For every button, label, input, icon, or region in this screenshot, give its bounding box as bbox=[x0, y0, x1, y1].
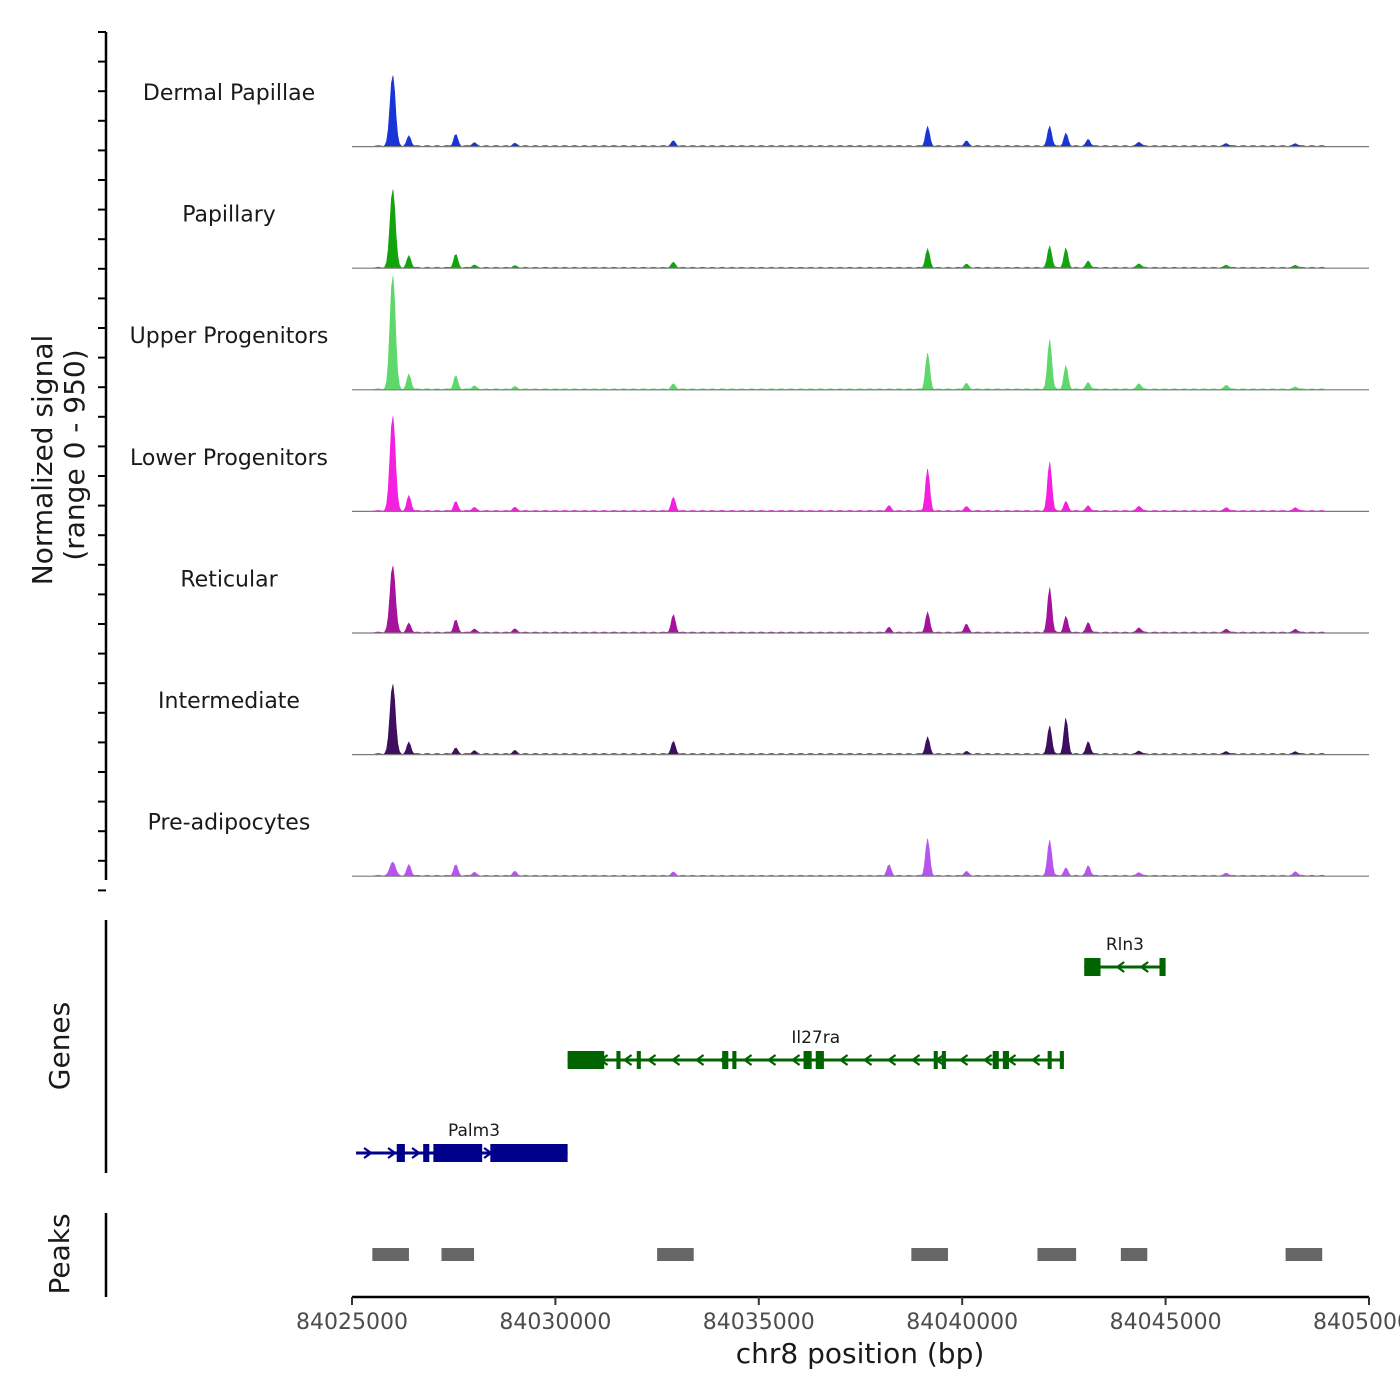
strand-arrow bbox=[411, 1147, 421, 1159]
track-papillary: Papillary bbox=[182, 189, 1369, 269]
gene-exon bbox=[815, 1051, 824, 1069]
y-axis-title-line2: (range 0 - 950) bbox=[58, 349, 91, 560]
x-tick-label: 84045000 bbox=[1110, 1310, 1222, 1335]
strand-arrow bbox=[862, 1054, 873, 1066]
strand-arrow bbox=[387, 1147, 397, 1159]
track-label: Upper Progenitors bbox=[130, 324, 329, 349]
track-upper-progenitors: Upper Progenitors bbox=[130, 276, 1369, 391]
x-tick-label: 84040000 bbox=[906, 1310, 1018, 1335]
gene-palm3: Palm3 bbox=[356, 1121, 568, 1162]
strand-arrow bbox=[910, 1054, 921, 1066]
strand-arrow bbox=[982, 1054, 993, 1066]
x-tick-label: 84030000 bbox=[499, 1310, 611, 1335]
x-axis-title: chr8 position (bp) bbox=[736, 1337, 985, 1370]
gene-exon bbox=[636, 1051, 641, 1069]
strand-arrow bbox=[766, 1054, 777, 1066]
gene-exon bbox=[992, 1051, 999, 1069]
peak-region bbox=[372, 1248, 409, 1261]
gene-exon bbox=[423, 1144, 430, 1162]
strand-arrow bbox=[958, 1054, 969, 1066]
gene-exon bbox=[490, 1144, 568, 1162]
strand-arrow bbox=[646, 1054, 657, 1066]
gene-exon bbox=[616, 1051, 621, 1069]
track-lower-progenitors: Lower Progenitors bbox=[130, 416, 1369, 512]
strand-arrow bbox=[1139, 961, 1149, 973]
strand-arrow bbox=[670, 1054, 681, 1066]
peak-region bbox=[911, 1248, 948, 1261]
peak-region bbox=[1120, 1248, 1148, 1261]
strand-arrow bbox=[742, 1054, 753, 1066]
gene-label: Rln3 bbox=[1106, 935, 1144, 955]
gene-annotations: Rln3 Il27ra Palm3 bbox=[356, 935, 1166, 1162]
gene-label: Il27ra bbox=[791, 1028, 840, 1048]
gene-rln3: Rln3 bbox=[1084, 935, 1166, 976]
coverage-y-ticks bbox=[98, 31, 106, 892]
gene-exon bbox=[1002, 1051, 1009, 1069]
strand-arrow bbox=[790, 1054, 801, 1066]
gene-exon bbox=[396, 1144, 405, 1162]
gene-exon bbox=[1159, 958, 1166, 976]
strand-arrow bbox=[694, 1054, 705, 1066]
peak-region bbox=[1285, 1248, 1323, 1261]
gene-exon bbox=[722, 1051, 729, 1069]
track-intermediate: Intermediate bbox=[158, 684, 1369, 756]
strand-arrow bbox=[886, 1054, 897, 1066]
x-tick-label: 84050000 bbox=[1313, 1310, 1400, 1335]
peak-regions bbox=[372, 1248, 1323, 1261]
peaks-panel-label: Peaks bbox=[43, 1213, 76, 1294]
track-dermal-papillae: Dermal Papillae bbox=[143, 75, 1369, 148]
track-pre-adipocytes: Pre-adipocytes bbox=[148, 811, 1369, 877]
track-label: Papillary bbox=[182, 203, 276, 228]
x-tick-label: 84025000 bbox=[296, 1310, 408, 1335]
gene-label: Palm3 bbox=[448, 1121, 500, 1141]
peak-region bbox=[657, 1248, 694, 1261]
gene-exon bbox=[803, 1051, 812, 1069]
gene-exon bbox=[933, 1051, 938, 1069]
genes-panel-label: Genes bbox=[43, 1002, 76, 1090]
gene-exon bbox=[433, 1144, 483, 1162]
gene-exon bbox=[732, 1051, 737, 1069]
x-axis-ticks: 84025000 84030000 84035000 84040000 84045000… bbox=[296, 1297, 1400, 1335]
peak-region bbox=[1037, 1248, 1077, 1261]
track-label: Intermediate bbox=[158, 689, 300, 714]
gene-exon bbox=[1059, 1051, 1064, 1069]
strand-arrow bbox=[1030, 1054, 1041, 1066]
gene-exon bbox=[941, 1051, 946, 1069]
track-label: Dermal Papillae bbox=[143, 81, 315, 106]
strand-arrow bbox=[1115, 961, 1125, 973]
peak-region bbox=[441, 1248, 475, 1261]
strand-arrow bbox=[363, 1147, 373, 1159]
gene-exon bbox=[567, 1051, 605, 1069]
track-label: Pre-adipocytes bbox=[148, 811, 311, 836]
coverage-tracks: Dermal Papillae Papillary Upper Progenitor… bbox=[130, 75, 1369, 877]
track-label: Reticular bbox=[180, 567, 278, 592]
strand-arrow bbox=[838, 1054, 849, 1066]
strand-arrow bbox=[622, 1054, 633, 1066]
track-reticular: Reticular bbox=[180, 566, 1369, 634]
gene-exon bbox=[1084, 958, 1101, 976]
gene-exon bbox=[1047, 1051, 1052, 1069]
gene-il27ra: Il27ra bbox=[567, 1028, 1064, 1069]
y-axis-title-line1: Normalized signal bbox=[26, 335, 59, 586]
track-label: Lower Progenitors bbox=[130, 446, 328, 471]
x-tick-label: 84035000 bbox=[703, 1310, 815, 1335]
